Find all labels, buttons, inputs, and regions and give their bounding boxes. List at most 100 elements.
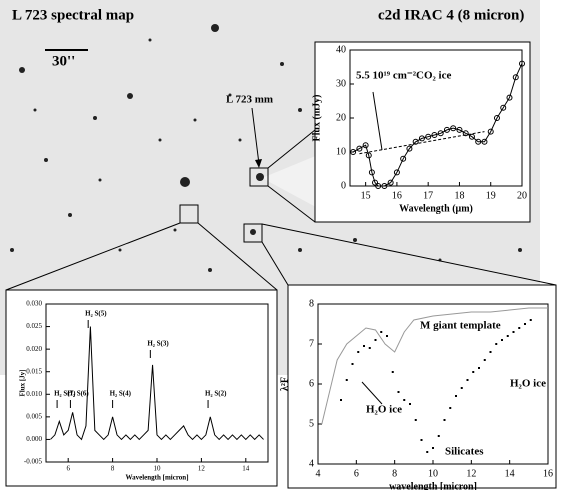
x-tick-label: 10 <box>154 465 162 473</box>
data-point <box>363 345 365 347</box>
data-point <box>431 132 438 138</box>
data-point <box>345 379 348 381</box>
data-point <box>493 115 500 121</box>
data-point <box>472 371 475 373</box>
data-point <box>426 451 429 453</box>
spectrum-line <box>50 326 264 441</box>
line-label: H₂ S(2) <box>205 390 227 398</box>
x-tick-label: 14 <box>242 465 250 473</box>
y-axis-label: Flux (mJy) <box>311 95 322 142</box>
data-point <box>387 179 394 186</box>
inset-co2 <box>314 41 531 223</box>
data-point <box>362 142 369 149</box>
data-point <box>512 74 519 81</box>
data-point <box>462 130 469 137</box>
data-point <box>381 183 388 189</box>
data-point <box>412 138 419 145</box>
data-point <box>437 130 444 137</box>
source-arrow <box>251 107 260 165</box>
data-point <box>443 419 446 421</box>
arrow-head <box>255 159 262 168</box>
x-axis-label: Wavelength [micron] <box>125 474 188 482</box>
spectrum-line <box>321 307 548 425</box>
data-point <box>500 104 507 111</box>
line-label: H₂ S(7) <box>54 390 76 398</box>
x-tick-label: 6 <box>354 468 359 479</box>
data-point <box>357 351 360 353</box>
image-title: L 723 spectral map <box>12 7 134 23</box>
data-point <box>351 363 354 365</box>
data-point <box>483 359 486 361</box>
data-point <box>468 133 475 140</box>
scale-label: 30'' <box>52 53 75 69</box>
data-point <box>501 339 503 341</box>
data-point <box>414 419 417 421</box>
y-tick-label: 5 <box>309 418 314 429</box>
data-point <box>518 327 521 329</box>
data-point <box>425 133 432 140</box>
data-point <box>489 351 492 353</box>
data-point <box>391 371 394 373</box>
annotation: 5.5 10¹⁹ cm⁻²CO₂ ice <box>356 70 451 82</box>
regions <box>5 129 557 291</box>
continuum-line <box>359 131 485 155</box>
x-tick-label: 18 <box>454 190 464 201</box>
data-point <box>380 331 383 333</box>
x-tick-label: 10 <box>428 468 438 479</box>
x-tick-label: 12 <box>198 465 206 473</box>
data-point <box>466 379 469 381</box>
x-tick-label: 14 <box>505 468 515 479</box>
x-tick-label: 4 <box>316 468 321 479</box>
y-tick-label: -0.005 <box>24 458 43 466</box>
y-tick-label: 6 <box>309 378 314 389</box>
data-point <box>400 155 407 162</box>
y-tick-label: 10 <box>336 146 346 157</box>
y-axis-label: Flux [Jy] <box>19 369 27 396</box>
x-tick-label: 16 <box>543 468 553 479</box>
data-point <box>481 138 488 145</box>
data-point <box>397 391 400 393</box>
data-point <box>460 387 463 389</box>
x-axis-label: wavelength [micron] <box>389 481 477 490</box>
x-axis-label: Wavelength (μm) <box>399 203 473 214</box>
y-tick-label: 0.010 <box>26 390 42 398</box>
y-tick-label: 7 <box>309 338 314 349</box>
line-label: H₂ S(3) <box>147 340 169 348</box>
x-tick-label: 16 <box>392 190 402 201</box>
y-tick-label: 0.020 <box>26 345 42 353</box>
data-point <box>524 323 526 325</box>
data-point <box>506 94 513 101</box>
annotation: Silicates <box>445 446 484 458</box>
y-tick-label: 0.000 <box>26 435 42 443</box>
data-point <box>372 179 379 186</box>
data-point <box>449 407 452 409</box>
data-point <box>512 331 515 333</box>
x-tick-label: 20 <box>517 190 527 201</box>
data-point <box>403 399 406 401</box>
data-point <box>519 60 525 67</box>
x-tick-label: 6 <box>66 465 70 473</box>
y-tick-label: 20 <box>336 112 346 123</box>
y-tick-label: 0 <box>341 180 346 191</box>
data-point <box>356 145 363 152</box>
x-tick-label: 8 <box>111 465 115 473</box>
y-tick-label: 30 <box>336 78 346 89</box>
y-tick-label: 0.025 <box>26 322 42 330</box>
image-band: c2d IRAC 4 (8 micron) <box>378 7 524 23</box>
data-point <box>420 439 423 441</box>
y-tick-label: 40 <box>336 44 346 55</box>
annotation: H₂O ice <box>510 378 546 390</box>
co2-arrow <box>372 91 383 151</box>
x-tick-label: 19 <box>486 190 496 201</box>
data-point <box>487 128 494 135</box>
data-point <box>475 138 482 145</box>
y-axis-label: λ²F <box>279 377 290 391</box>
data-point <box>456 126 463 133</box>
data-point <box>365 152 372 159</box>
data-point <box>506 335 509 337</box>
data-point <box>393 169 400 176</box>
inset-h2 <box>5 289 278 487</box>
data-point <box>450 125 457 132</box>
inset-sed <box>287 284 557 489</box>
source-label: L 723 mm <box>226 94 273 106</box>
